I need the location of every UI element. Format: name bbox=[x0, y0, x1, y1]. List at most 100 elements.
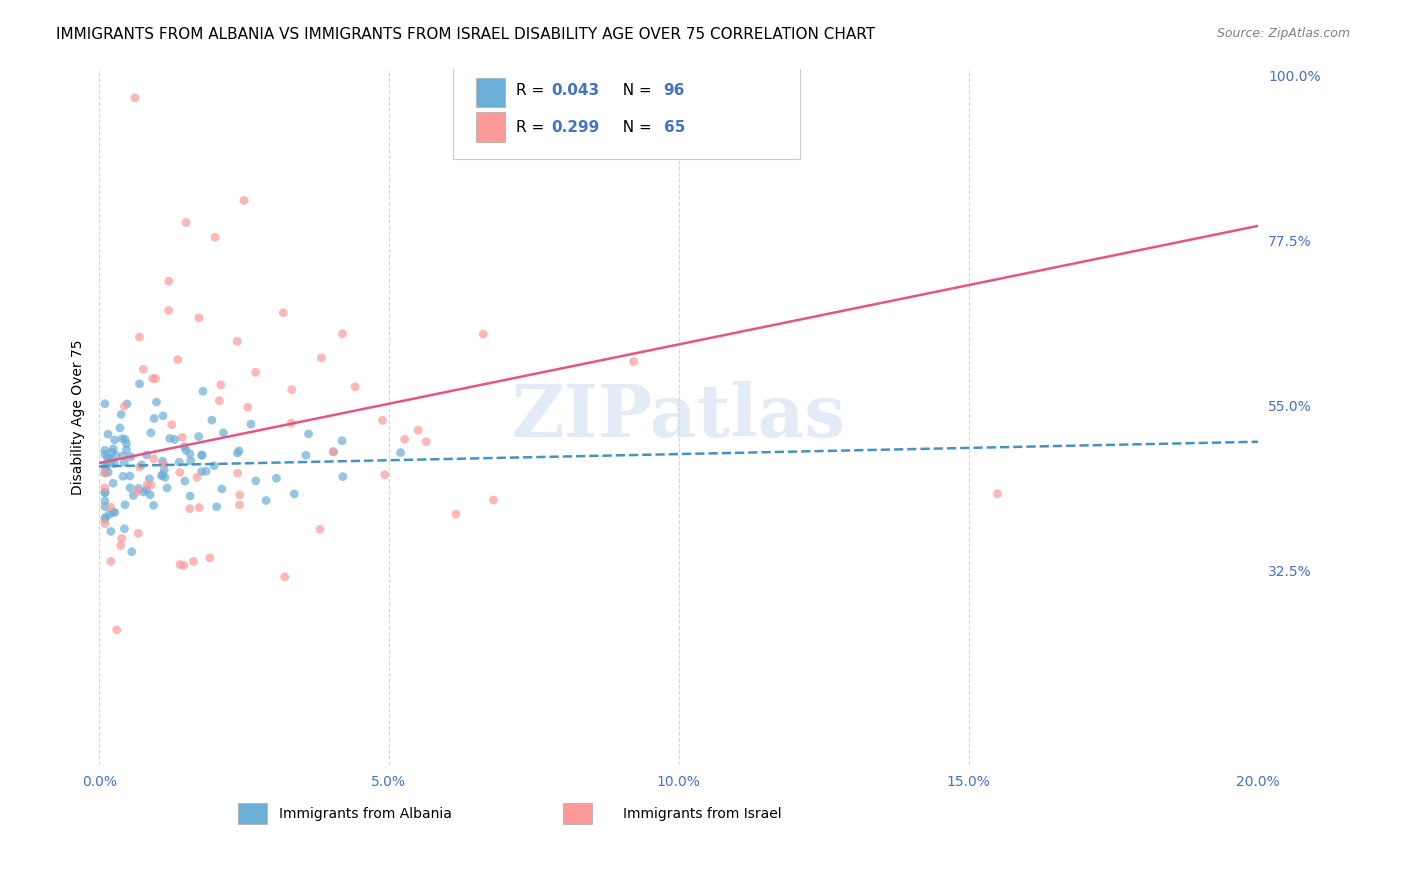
Point bbox=[322, 444, 344, 458]
Point bbox=[201, 413, 224, 427]
Text: 0.043: 0.043 bbox=[551, 83, 599, 98]
Point bbox=[174, 215, 197, 229]
Point bbox=[115, 397, 138, 411]
Point bbox=[103, 433, 125, 447]
Point bbox=[94, 510, 117, 524]
Point bbox=[127, 484, 149, 499]
Point bbox=[135, 448, 157, 462]
Point bbox=[228, 488, 250, 502]
Point bbox=[332, 469, 354, 483]
Point bbox=[187, 310, 209, 325]
Text: IMMIGRANTS FROM ALBANIA VS IMMIGRANTS FROM ISRAEL DISABILITY AGE OVER 75 CORRELA: IMMIGRANTS FROM ALBANIA VS IMMIGRANTS FR… bbox=[56, 27, 876, 42]
Point bbox=[145, 395, 167, 409]
Point bbox=[139, 425, 162, 440]
Point bbox=[157, 303, 180, 318]
Point bbox=[94, 516, 117, 531]
Point bbox=[389, 445, 412, 459]
Point bbox=[179, 447, 201, 461]
Point bbox=[97, 451, 120, 466]
Point bbox=[105, 623, 128, 637]
Point bbox=[127, 526, 149, 541]
FancyBboxPatch shape bbox=[453, 62, 800, 159]
Y-axis label: Disability Age Over 75: Disability Age Over 75 bbox=[72, 339, 86, 494]
Point bbox=[226, 334, 249, 349]
FancyBboxPatch shape bbox=[238, 804, 267, 824]
Point bbox=[118, 469, 141, 483]
Point bbox=[266, 471, 288, 485]
Point bbox=[115, 436, 138, 450]
Point bbox=[236, 401, 259, 415]
Point bbox=[100, 500, 122, 515]
Point bbox=[142, 452, 165, 467]
Point bbox=[94, 494, 117, 508]
Point bbox=[103, 505, 125, 519]
Point bbox=[297, 426, 319, 441]
Point bbox=[111, 532, 134, 546]
Point bbox=[128, 460, 150, 475]
Point bbox=[104, 448, 127, 462]
Point bbox=[138, 472, 160, 486]
Point bbox=[101, 476, 124, 491]
Point bbox=[114, 498, 136, 512]
Point bbox=[159, 431, 181, 445]
Point bbox=[239, 417, 262, 431]
Point bbox=[187, 429, 209, 443]
Point bbox=[143, 411, 166, 425]
Point bbox=[112, 469, 135, 483]
Point bbox=[163, 433, 186, 447]
Point bbox=[94, 443, 117, 458]
Point bbox=[166, 352, 188, 367]
Point bbox=[94, 460, 117, 475]
Point bbox=[104, 505, 127, 519]
Point bbox=[94, 448, 117, 462]
Point bbox=[124, 91, 146, 105]
FancyBboxPatch shape bbox=[475, 112, 505, 142]
Point bbox=[114, 433, 136, 447]
Point bbox=[191, 384, 214, 399]
Point bbox=[406, 423, 429, 437]
Point bbox=[142, 372, 165, 386]
Point bbox=[482, 493, 505, 508]
Point bbox=[322, 445, 344, 459]
Point bbox=[132, 485, 155, 500]
Point bbox=[173, 474, 195, 488]
Text: 96: 96 bbox=[664, 83, 685, 98]
Point bbox=[188, 500, 211, 515]
Point bbox=[152, 409, 174, 423]
Point bbox=[96, 459, 118, 474]
Point bbox=[228, 443, 250, 458]
Point bbox=[226, 446, 249, 460]
Point bbox=[100, 456, 122, 470]
Point bbox=[115, 442, 138, 457]
Point bbox=[186, 470, 208, 484]
Point bbox=[122, 489, 145, 503]
Point bbox=[211, 482, 233, 496]
Point bbox=[101, 445, 124, 459]
Point bbox=[202, 458, 225, 473]
Point bbox=[190, 448, 212, 462]
Point bbox=[94, 481, 117, 495]
Point bbox=[623, 354, 645, 368]
Point bbox=[150, 468, 173, 483]
Point bbox=[108, 421, 131, 435]
Point bbox=[273, 570, 295, 584]
Point bbox=[169, 558, 191, 572]
Point bbox=[280, 416, 302, 430]
Point bbox=[153, 457, 176, 471]
Point bbox=[112, 522, 135, 536]
Point bbox=[311, 351, 333, 365]
Point bbox=[100, 524, 122, 539]
Point bbox=[254, 493, 277, 508]
Point bbox=[100, 554, 122, 568]
Point bbox=[245, 474, 267, 488]
Point bbox=[173, 440, 195, 454]
Point bbox=[136, 478, 159, 492]
Text: 0.299: 0.299 bbox=[551, 120, 599, 135]
Point bbox=[183, 554, 205, 568]
Text: R =: R = bbox=[516, 83, 550, 98]
Point bbox=[103, 457, 125, 471]
Point bbox=[132, 362, 155, 376]
Point bbox=[118, 481, 141, 495]
Point bbox=[371, 413, 394, 427]
Point bbox=[195, 464, 218, 478]
